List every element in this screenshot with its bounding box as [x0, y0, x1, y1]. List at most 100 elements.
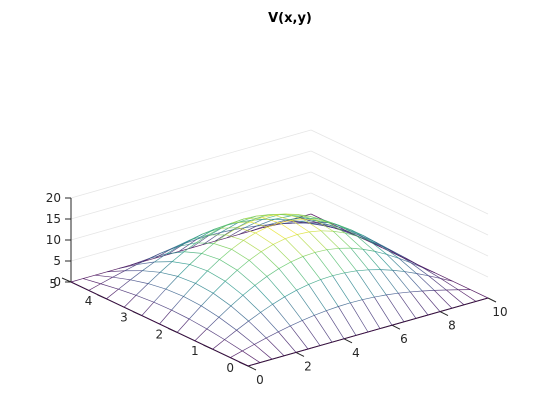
mesh-segment: [303, 218, 316, 221]
mesh-segment: [236, 320, 249, 331]
mesh-segment: [290, 261, 309, 285]
mesh-segment: [308, 231, 328, 250]
mesh-segment: [404, 271, 417, 274]
x-tick-label: 0: [256, 373, 264, 387]
mesh-segment: [345, 232, 358, 237]
x-tick-label: 10: [492, 305, 507, 319]
mesh-segment: [266, 337, 285, 357]
mesh-segment: [130, 258, 149, 266]
x-tick-mark: [343, 338, 353, 344]
mesh-segment: [202, 227, 221, 235]
mesh-segment: [279, 222, 298, 235]
mesh-segment: [106, 268, 120, 273]
mesh-segment: [298, 217, 317, 223]
mesh-segment: [439, 307, 453, 312]
mesh-segment: [118, 264, 137, 269]
mesh-segment: [302, 320, 321, 346]
mesh-segment: [410, 291, 429, 316]
x-tick-mark: [247, 365, 257, 371]
mesh-segment: [172, 261, 190, 265]
mesh-segment: [368, 240, 388, 255]
mesh-segment: [236, 269, 256, 286]
mesh-segment: [379, 324, 393, 329]
z-tick-label: 15: [46, 212, 61, 226]
mesh-segment: [242, 344, 255, 352]
mesh-segment: [70, 278, 84, 283]
x-tick-label: 2: [304, 359, 312, 373]
mesh-segment: [326, 247, 339, 251]
mesh-segment: [194, 340, 213, 350]
mesh-segment: [100, 276, 113, 285]
mesh-segment: [213, 243, 232, 250]
mesh-segment: [391, 321, 405, 326]
y-tick-label: 5: [49, 277, 57, 291]
mesh-segment: [201, 243, 215, 254]
mesh-segment: [260, 312, 279, 333]
mesh-segment: [177, 264, 191, 277]
mesh-segment: [451, 304, 465, 309]
mesh-segment: [220, 227, 238, 229]
mesh-segment: [230, 350, 243, 358]
mesh-segment: [148, 253, 167, 260]
mesh-segment: [351, 229, 370, 241]
mesh-segment: [368, 269, 387, 296]
mesh-segment: [254, 344, 273, 360]
mesh-segment: [244, 225, 257, 229]
mesh-segment: [367, 328, 381, 333]
mesh-segment: [260, 303, 273, 313]
grid-line-z: [310, 129, 489, 215]
mesh-segment: [332, 230, 352, 249]
mesh-segment: [249, 217, 262, 223]
mesh-segment: [177, 276, 196, 284]
mesh-segment: [142, 261, 155, 271]
mesh-segment: [202, 232, 221, 245]
mesh-segment: [344, 272, 363, 300]
x-tick-label: 6: [400, 332, 408, 346]
mesh-segment: [290, 325, 309, 350]
mesh-segment: [271, 355, 285, 360]
mesh-segment: [440, 278, 459, 291]
mesh-segment: [201, 253, 220, 260]
mesh-segment: [106, 288, 119, 300]
mesh-segment: [314, 310, 327, 316]
mesh-segment: [70, 281, 89, 291]
mesh-segment: [141, 315, 160, 325]
mesh-segment: [327, 221, 346, 234]
mesh-segment: [332, 272, 345, 277]
mesh-segment: [410, 262, 429, 277]
mesh-segment: [212, 339, 225, 350]
mesh-segment: [350, 299, 363, 304]
mesh-segment: [427, 311, 441, 316]
mesh-segment: [392, 270, 411, 293]
mesh-segment: [259, 358, 273, 363]
mesh-segment: [308, 279, 321, 285]
mesh-segment: [266, 276, 285, 298]
mesh-segment: [255, 226, 268, 234]
mesh-segment: [242, 285, 256, 296]
mesh-segment: [315, 219, 334, 232]
grid-line-z: [70, 171, 312, 241]
mesh-segment: [398, 258, 417, 274]
y-tick-label: 4: [85, 294, 93, 308]
mesh-segment: [190, 234, 209, 241]
mesh-segment: [440, 278, 453, 282]
mesh-segment: [238, 225, 257, 235]
mesh-segment: [422, 290, 435, 292]
mesh-segment: [243, 232, 256, 241]
mesh-segment: [236, 260, 250, 271]
mesh-segment: [242, 350, 261, 363]
mesh-segment: [123, 295, 137, 308]
mesh-segment: [308, 284, 327, 311]
mesh-segment: [410, 262, 424, 269]
mesh-segment: [248, 320, 267, 339]
mesh-segment: [176, 318, 190, 333]
mesh-segment: [124, 264, 137, 272]
mesh-segment: [261, 214, 274, 219]
mesh-segment: [278, 331, 297, 353]
mesh-segment: [344, 232, 364, 250]
x-tick-mark: [439, 311, 449, 317]
mesh-segment: [232, 221, 250, 224]
mesh-segment: [416, 273, 435, 291]
mesh-segment: [218, 316, 237, 331]
mesh-segment: [160, 246, 179, 254]
